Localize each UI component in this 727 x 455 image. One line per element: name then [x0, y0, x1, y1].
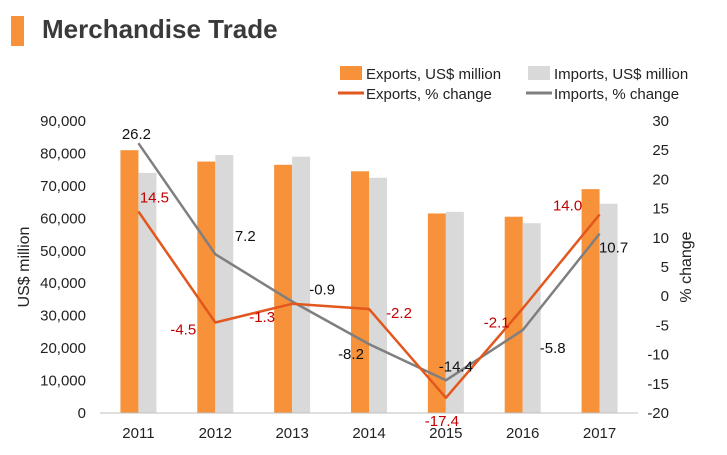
y-tick-label: 60,000: [40, 210, 86, 227]
y-tick-label: 20,000: [40, 340, 86, 357]
legend-label-exports-bar: Exports, US$ million: [366, 66, 501, 83]
y2-tick-label: 15: [652, 201, 669, 218]
exports-bar: [504, 216, 523, 413]
x-tick-label: 2011: [122, 425, 154, 442]
exports-pct-data-label: 14.5: [140, 190, 169, 207]
y-axis-label: US$ million: [16, 227, 33, 308]
y2-tick-label: 10: [652, 230, 669, 247]
x-tick-label: 2013: [275, 425, 308, 442]
y2-tick-label: 20: [652, 171, 669, 188]
exports-pct-data-label: -2.2: [386, 305, 412, 322]
imports-bar: [215, 155, 234, 414]
y2-tick-label: -10: [647, 347, 669, 364]
imports-bar: [292, 156, 311, 413]
legend-label-imports-bar: Imports, US$ million: [554, 66, 688, 83]
legend-label-exports-line: Exports, % change: [366, 86, 492, 103]
imports-bar: [599, 203, 618, 413]
imports-pct-data-label: -14.4: [439, 358, 473, 375]
y-tick-label: 0: [78, 405, 86, 422]
exports-pct-data-label: -17.4: [425, 413, 459, 430]
y2-tick-label: -15: [647, 376, 669, 393]
y-tick-label: 40,000: [40, 275, 86, 292]
imports-pct-data-label: -0.9: [309, 281, 335, 298]
y2-tick-label: -5: [656, 317, 669, 334]
exports-pct-data-label: -4.5: [170, 321, 196, 338]
imports-pct-data-label: -8.2: [338, 346, 364, 363]
y2-tick-label: 30: [652, 113, 669, 130]
y2-tick-label: 25: [652, 142, 669, 159]
exports-bar: [197, 161, 216, 413]
y2-tick-label: 5: [661, 259, 669, 276]
exports-bar: [120, 150, 139, 413]
imports-pct-data-label: 26.2: [122, 126, 151, 143]
exports-bar: [274, 164, 293, 413]
x-tick-label: 2012: [199, 425, 232, 442]
y2-tick-label: -20: [647, 405, 669, 422]
imports-pct-line: [137, 142, 601, 382]
y-tick-label: 30,000: [40, 308, 86, 325]
title-accent-bar: [11, 16, 24, 46]
imports-pct-data-label: -5.8: [540, 340, 566, 357]
page-title: Merchandise Trade: [42, 14, 278, 44]
y2-tick-label: 0: [661, 288, 669, 305]
exports-pct-data-label: -2.1: [484, 314, 510, 331]
imports-pct-data-label: 10.7: [599, 240, 628, 257]
x-tick-label: 2016: [506, 425, 539, 442]
exports-bar: [427, 213, 446, 413]
imports-bar: [138, 172, 157, 413]
imports-pct-data-label: 7.2: [235, 228, 256, 245]
legend-swatch-exports-bar: [340, 66, 362, 80]
y-tick-label: 90,000: [40, 113, 86, 130]
exports-pct-line: [137, 210, 601, 400]
y-tick-label: 50,000: [40, 243, 86, 260]
y-tick-label: 80,000: [40, 145, 86, 162]
legend-swatch-imports-bar: [528, 66, 550, 80]
imports-bar: [369, 177, 387, 413]
imports-bar: [445, 211, 464, 413]
x-tick-label: 2015: [429, 425, 462, 442]
exports-bar: [351, 171, 369, 413]
y2-axis-label: % change: [678, 231, 695, 302]
y-tick-label: 70,000: [40, 178, 86, 195]
y-tick-label: 10,000: [40, 373, 86, 390]
x-tick-label: 2017: [583, 425, 616, 442]
x-tick-label: 2014: [352, 425, 385, 442]
exports-pct-data-label: 14.0: [553, 197, 582, 214]
exports-pct-data-label: -1.3: [249, 309, 275, 326]
legend-label-imports-line: Imports, % change: [554, 86, 679, 103]
exports-bar: [581, 189, 600, 413]
